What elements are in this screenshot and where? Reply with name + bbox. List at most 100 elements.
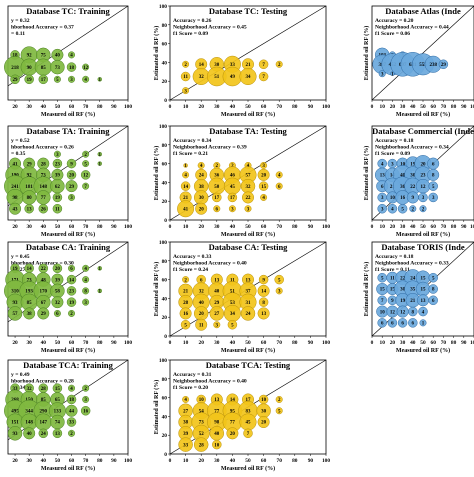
- bubble-label: 7: [262, 63, 265, 68]
- data-point: 26: [38, 203, 49, 214]
- bubble-label: 18: [69, 398, 75, 403]
- bubble-label: 9: [70, 162, 73, 167]
- bubble-label: 20: [230, 432, 236, 437]
- bubble: [66, 158, 77, 169]
- y-axis-label: Estimated oil RF (%): [153, 380, 160, 435]
- bubble: [183, 163, 188, 168]
- bubble-label: 36: [214, 174, 220, 179]
- bubble: [82, 150, 90, 158]
- bubble-label: 26: [41, 207, 47, 212]
- bubble-label: 75: [41, 54, 47, 59]
- data-point: 3: [428, 192, 438, 203]
- metric-text: Neighborhood Accuracy = 0.45: [173, 25, 247, 31]
- bubble-label: 6: [200, 278, 203, 283]
- bubble-label: 58: [55, 290, 61, 295]
- data-point: 12: [386, 305, 399, 318]
- bubble-label: 4: [262, 196, 265, 201]
- data-point: 2: [68, 309, 76, 317]
- x-tick-label: 10: [183, 224, 189, 230]
- bubble-label: 62: [55, 185, 61, 190]
- x-tick-label: 80: [292, 458, 298, 464]
- data-point: 28: [193, 437, 209, 452]
- bubble: [68, 51, 76, 59]
- chart-title: Database Atlas (Inde: [385, 6, 461, 16]
- y-tick-label: 100: [159, 124, 167, 130]
- x-tick-label: 100: [322, 104, 330, 110]
- bubble-label: 13: [214, 398, 220, 403]
- bubble-label: 39: [55, 174, 61, 179]
- bubble-label: 34: [230, 312, 236, 317]
- x-tick-label: 80: [97, 458, 103, 464]
- bubble-label: 27: [183, 409, 189, 414]
- bubble: [97, 266, 103, 271]
- data-point: 3: [68, 193, 76, 201]
- bubble-label: 11: [230, 278, 235, 283]
- bubble: [244, 205, 252, 213]
- bubble-label: 67: [41, 301, 47, 306]
- bubble-label: 241: [11, 185, 19, 190]
- bubble: [438, 59, 449, 70]
- data-point: 15: [258, 181, 269, 191]
- bubble: [38, 428, 49, 439]
- x-axis-label: Measured oil RF (%): [41, 111, 95, 118]
- x-tick-label: 10: [183, 458, 189, 464]
- bubble: [275, 287, 283, 295]
- data-point: 3: [228, 205, 236, 212]
- metric-text: Neighborhood Accuracy = 0.34: [375, 145, 449, 151]
- x-tick-label: 30: [400, 224, 406, 230]
- bubble: [82, 182, 90, 190]
- data-point: 1: [183, 163, 188, 169]
- metric-text: Accuracy = 0.18: [375, 254, 414, 260]
- bubble-label: 8: [412, 310, 415, 315]
- bubble-label: 3: [278, 290, 281, 295]
- bubble-label: 48: [41, 278, 47, 283]
- data-point: 57: [239, 166, 257, 184]
- bubble-label: 8: [432, 174, 435, 179]
- bubble-label: 3: [84, 301, 87, 306]
- bubble: [242, 191, 254, 204]
- x-tick-label: 20: [12, 104, 18, 110]
- bubble-label: 181: [25, 185, 33, 190]
- x-tick-label: 70: [441, 224, 447, 230]
- data-point: 6: [397, 318, 408, 328]
- x-tick-label: 10: [380, 104, 386, 110]
- bubble-label: 21: [246, 63, 252, 68]
- data-point: 30: [193, 190, 209, 205]
- bubble-label: 3: [262, 164, 265, 169]
- bubble-label: 12: [390, 310, 396, 315]
- chart-panel: Database TCA: Training y = 0.49 hborhood A…: [0, 354, 140, 472]
- bubble-label: 10: [390, 196, 396, 201]
- data-point: 24: [195, 168, 208, 181]
- x-tick-label: 60: [431, 224, 437, 230]
- bubble-label: 36: [400, 185, 406, 190]
- chart-panel: Database TCA: Testing Accuracy = 0.31 Neig…: [152, 354, 332, 472]
- y-tick-label: 40: [162, 180, 168, 186]
- bubble: [428, 192, 438, 203]
- y-tick-label: 20: [162, 433, 168, 439]
- x-tick-label: 10: [380, 340, 386, 346]
- bubble-label: 13: [27, 207, 33, 212]
- bubble-label: 40: [27, 432, 33, 437]
- data-point: 5: [428, 181, 438, 191]
- y-tick-label: 40: [162, 414, 168, 420]
- bubble: [243, 428, 253, 439]
- x-tick-label: 100: [470, 224, 474, 230]
- data-point: 34: [239, 68, 257, 85]
- data-point: 4: [260, 193, 268, 201]
- bubble: [97, 151, 103, 157]
- x-tick-label: 70: [277, 224, 283, 230]
- bubble-label: 4: [381, 162, 384, 167]
- bubble-label: 28: [41, 162, 47, 167]
- bubble-label: 15: [380, 288, 386, 293]
- metric-text: Accuracy = 0.18: [375, 138, 414, 144]
- data-point: 19: [52, 192, 63, 203]
- bubble-label: 1: [99, 78, 102, 83]
- bubble-label: 37: [246, 290, 252, 295]
- bubble-label: 3: [70, 196, 73, 201]
- bubble-label: 35: [410, 288, 416, 293]
- bubble-label: 290: [40, 409, 48, 414]
- x-tick-label: 30: [26, 104, 32, 110]
- bubble: [23, 427, 36, 440]
